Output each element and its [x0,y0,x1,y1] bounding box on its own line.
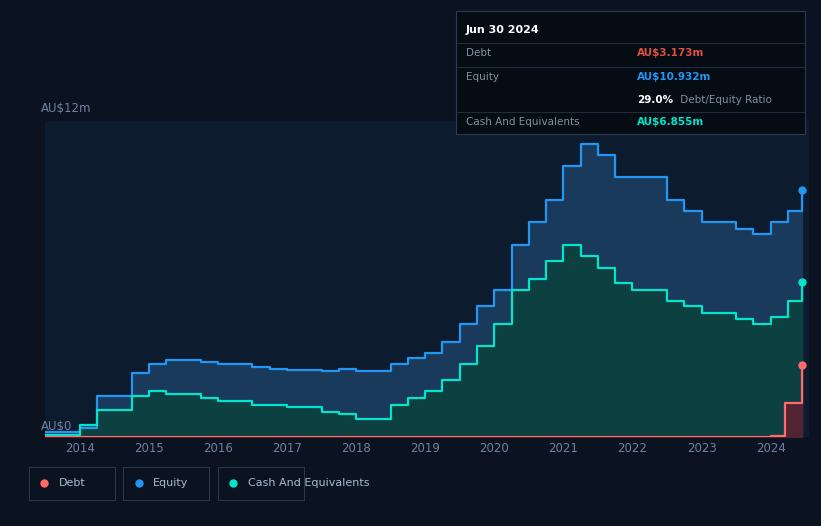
Text: AU$12m: AU$12m [41,102,92,115]
Text: Jun 30 2024: Jun 30 2024 [466,25,540,35]
Text: AU$3.173m: AU$3.173m [637,48,704,58]
Text: AU$10.932m: AU$10.932m [637,72,712,83]
Text: AU$6.855m: AU$6.855m [637,117,704,127]
Text: Equity: Equity [154,478,189,489]
Text: AU$0: AU$0 [41,420,73,433]
Text: Debt: Debt [466,48,491,58]
Text: Debt/Equity Ratio: Debt/Equity Ratio [677,95,772,105]
Text: Cash And Equivalents: Cash And Equivalents [248,478,369,489]
Text: 29.0%: 29.0% [637,95,673,105]
Text: Equity: Equity [466,72,499,83]
Text: Cash And Equivalents: Cash And Equivalents [466,117,580,127]
Text: Debt: Debt [59,478,85,489]
